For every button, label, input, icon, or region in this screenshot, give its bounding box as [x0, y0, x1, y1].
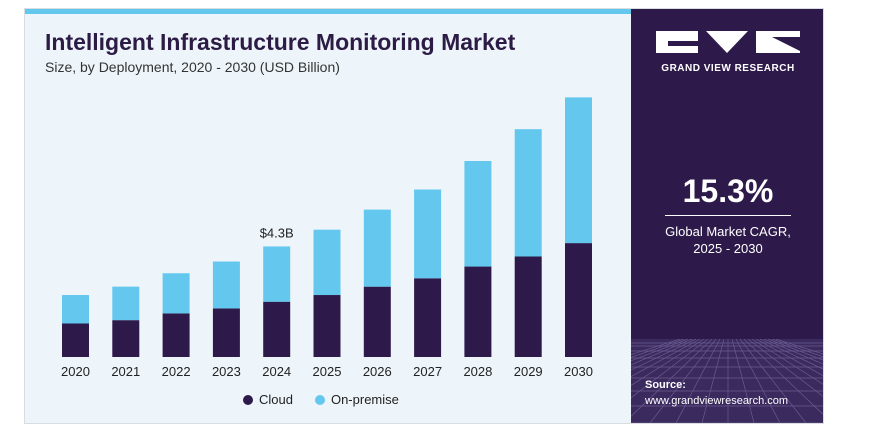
bar-cloud-2022: [162, 313, 190, 357]
bar-on-premise-2020: [62, 295, 89, 324]
bar-cloud-2028: [464, 266, 492, 357]
legend-swatch-on-premise: [314, 394, 325, 405]
bar-cloud-2023: [212, 308, 240, 357]
bar-cloud-2024: [263, 301, 291, 357]
grand-view-research-logo: [656, 31, 800, 53]
x-tick-label-2029: 2029: [514, 364, 543, 379]
legend-label-cloud: Cloud: [259, 392, 293, 407]
cagr-label-line2: 2025 - 2030: [693, 241, 763, 256]
x-tick-label-2027: 2027: [413, 364, 442, 379]
grid-art-line: [735, 339, 781, 423]
x-tick-label-2024: 2024: [262, 364, 291, 379]
top-accent-strip: [25, 9, 631, 14]
x-tick-label-2022: 2022: [162, 364, 191, 379]
logo-chevron: [706, 31, 748, 53]
x-tick-label-2021: 2021: [111, 364, 140, 379]
grid-art-line: [631, 339, 681, 355]
chart-legend: Cloud On-premise: [243, 392, 399, 407]
x-tick-label-2026: 2026: [363, 364, 392, 379]
bar-on-premise-2030: [565, 97, 592, 244]
cagr-divider: [665, 215, 791, 216]
source-label: Source:: [645, 379, 686, 391]
grid-art-line: [631, 339, 689, 362]
bar-on-premise-2021: [112, 286, 140, 321]
grid-art-line: [751, 339, 823, 385]
grid-art-line: [631, 339, 713, 417]
stacked-bar-chart: 2020 2021 2022 2023 2024 2025 2026 2027 2028 2029…: [61, 97, 593, 379]
sidebar-panel: GRAND VIEW RESEARCH 15.3% Global Market …: [631, 9, 823, 423]
logo-notch-left: [668, 41, 698, 46]
bar-on-premise-2029: [514, 129, 542, 257]
bar-cloud-2029: [514, 256, 542, 357]
legend-label-on-premise: On-premise: [330, 392, 399, 407]
grid-art-line: [701, 339, 725, 423]
grid-art-line: [631, 339, 701, 378]
grid-art-line: [631, 339, 705, 386]
grid-art-line: [743, 339, 823, 415]
grid-art-line: [759, 339, 823, 370]
bar-on-premise-2024: [263, 246, 291, 302]
x-tick-label-2030: 2030: [564, 364, 593, 379]
grid-art-line: [675, 339, 721, 423]
infographic-card: Intelligent Infrastructure Monitoring Ma…: [24, 8, 824, 424]
source-url[interactable]: www.grandviewresearch.com: [645, 395, 789, 407]
chart-subtitle: Size, by Deployment, 2020 - 2030 (USD Bi…: [45, 59, 340, 75]
grid-art-line: [739, 339, 807, 423]
bar-cloud-2021: [112, 320, 140, 357]
x-tick-label-2023: 2023: [212, 364, 241, 379]
bar-cloud-2026: [363, 286, 391, 357]
grid-art-background: [631, 339, 823, 423]
legend-item-cloud: Cloud: [243, 392, 293, 407]
cagr-label: Global Market CAGR, 2025 - 2030: [631, 223, 823, 257]
data-label-2024: $4.3B: [260, 225, 294, 240]
bar-on-premise-2023: [212, 261, 240, 309]
logo-notch-right: [772, 37, 800, 51]
grid-art-line: [755, 339, 823, 376]
grid-art-line: [763, 339, 823, 365]
grid-art-line: [775, 339, 823, 355]
legend-swatch-cloud: [243, 394, 253, 405]
bar-on-premise-2028: [464, 161, 492, 267]
bar-cloud-2030: [565, 243, 592, 357]
bar-cloud-2025: [313, 295, 341, 357]
decorative-grid-art: [631, 339, 823, 423]
bar-on-premise-2027: [414, 189, 442, 279]
bar-cloud-2020: [62, 323, 89, 357]
grid-art-line: [771, 339, 823, 358]
logo-block-right: [756, 31, 800, 53]
grid-art-line: [631, 339, 697, 371]
chart-panel: Intelligent Infrastructure Monitoring Ma…: [25, 9, 631, 423]
cagr-value: 15.3%: [682, 173, 774, 209]
bar-on-premise-2022: [162, 273, 190, 314]
grid-art-line: [747, 339, 823, 397]
x-tick-label-2025: 2025: [313, 364, 342, 379]
bar-cloud-2027: [414, 278, 442, 357]
grid-art-line: [731, 339, 755, 423]
grid-art-line: [767, 339, 823, 361]
grid-art-line: [631, 339, 709, 399]
bar-on-premise-2025: [313, 229, 341, 296]
x-tick-label-2028: 2028: [463, 364, 492, 379]
grid-art-line: [649, 339, 717, 423]
x-tick-label-2020: 2020: [61, 364, 90, 379]
bar-on-premise-2026: [363, 209, 391, 287]
cagr-label-line1: Global Market CAGR,: [665, 224, 791, 239]
brand-name: GRAND VIEW RESEARCH: [661, 63, 795, 74]
legend-item-on-premise: On-premise: [314, 392, 399, 407]
chart-title: Intelligent Infrastructure Monitoring Ma…: [45, 29, 516, 55]
grid-art-line: [631, 339, 685, 358]
grid-art-line: [631, 339, 693, 366]
